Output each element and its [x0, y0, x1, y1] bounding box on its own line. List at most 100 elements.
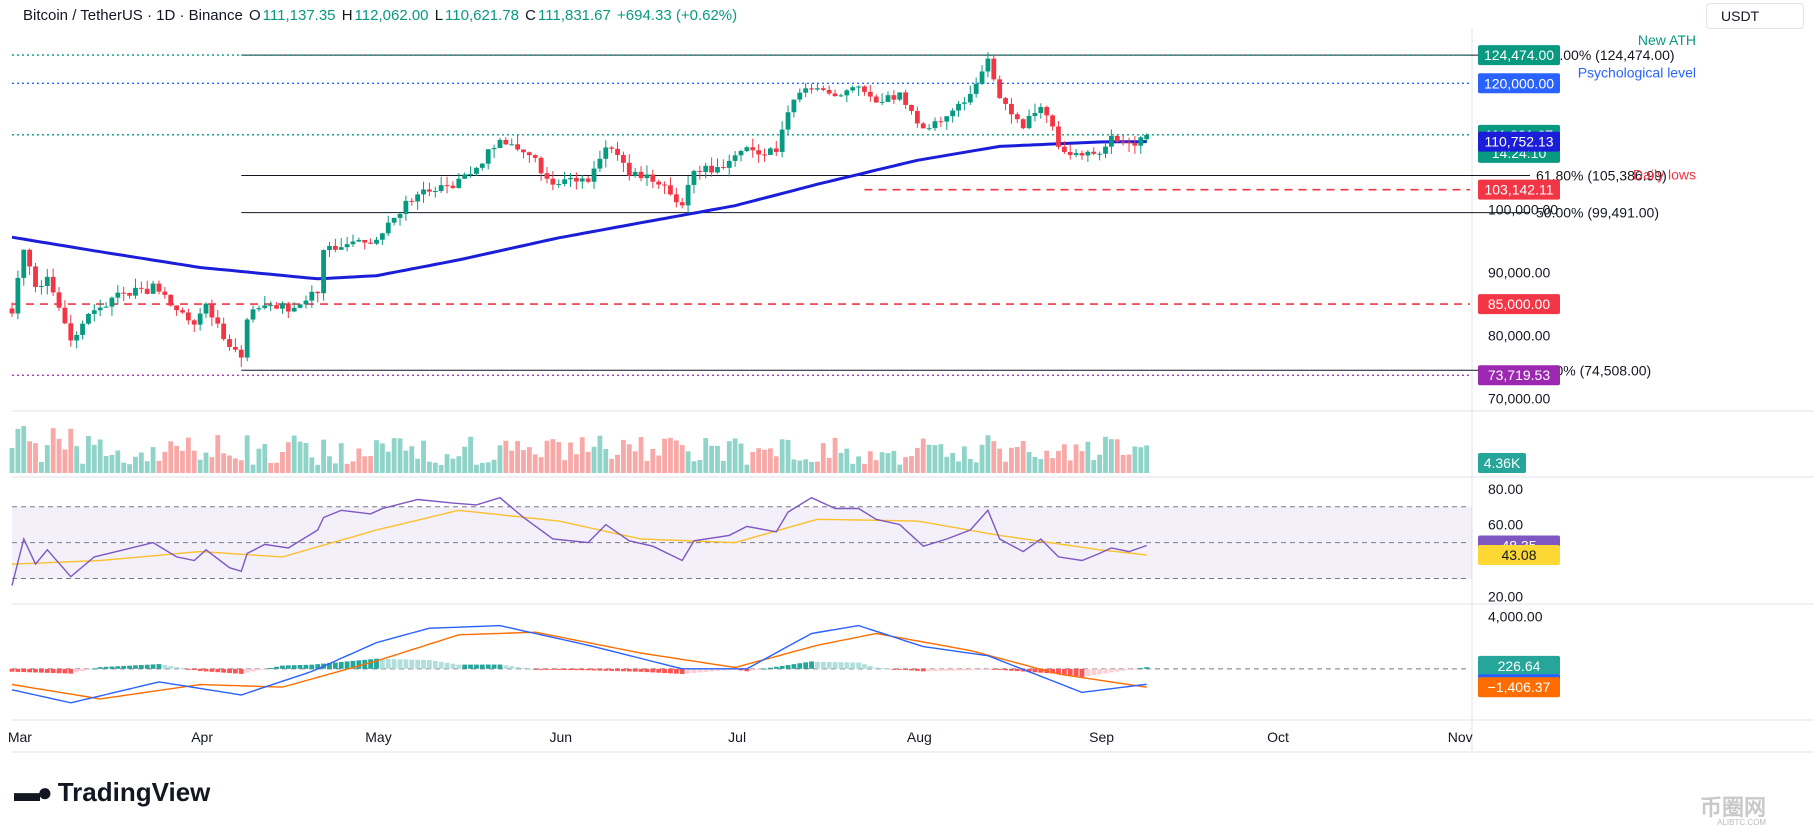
candle-body — [280, 303, 285, 309]
candle-body — [662, 184, 667, 186]
candle-body — [127, 293, 132, 296]
macd-histogram-bar — [456, 664, 462, 669]
candle-body — [503, 139, 509, 145]
candle-body — [97, 307, 103, 311]
candle-body — [1085, 151, 1091, 156]
volume-bar — [438, 464, 444, 473]
candle-body — [309, 291, 315, 301]
volume-bar — [673, 440, 679, 473]
macd-histogram-bar — [509, 666, 515, 669]
ath-label: New ATH — [1638, 32, 1696, 48]
candle-body — [556, 183, 562, 185]
candle-body — [397, 213, 403, 218]
volume-bar — [815, 461, 820, 473]
macd-histogram-bar — [767, 667, 773, 669]
price-tag-bg — [1478, 131, 1560, 152]
macd-tag: 226.64 — [1498, 658, 1541, 674]
volume-bar — [820, 443, 826, 473]
volume-bar — [215, 435, 221, 473]
close-label: C — [525, 7, 537, 24]
volume-bar — [526, 447, 532, 473]
volume-bar — [867, 451, 873, 473]
macd-histogram-bar — [227, 668, 232, 674]
volume-bar — [291, 435, 297, 473]
volume-bar — [274, 462, 279, 473]
candle-body — [291, 307, 297, 312]
macd-histogram-bar — [197, 668, 203, 671]
macd-histogram-bar — [809, 661, 814, 669]
candle-body — [315, 291, 321, 294]
macd-histogram-bar — [950, 668, 956, 671]
volume-bar — [773, 456, 779, 473]
candle-body — [409, 200, 415, 202]
macd-histogram-bar — [109, 666, 115, 669]
candle-body — [162, 291, 168, 295]
price-tag: 85,000.00 — [1488, 296, 1550, 312]
candle-body — [850, 87, 856, 91]
macd-histogram-bar — [668, 668, 673, 674]
candle-body — [238, 349, 244, 358]
candle-body — [785, 112, 791, 130]
volume-bar — [485, 462, 491, 473]
volume-tag-bg — [1478, 453, 1526, 473]
rsi-tag: 43.08 — [1501, 547, 1536, 563]
macd-histogram-bar — [850, 662, 856, 669]
macd-histogram-bar — [597, 668, 603, 671]
macd-histogram-bar — [626, 668, 632, 672]
volume-bar — [444, 454, 450, 473]
candle-body — [15, 277, 21, 314]
volume-bar — [1044, 450, 1050, 473]
price-tag-bg — [1478, 294, 1560, 315]
macd-histogram-bar — [832, 662, 838, 669]
macd-histogram-bar — [1114, 668, 1120, 672]
volume-bar — [791, 459, 797, 473]
time-axis-label: Oct — [1267, 729, 1289, 745]
currency-selector[interactable]: USDT — [1706, 3, 1804, 29]
macd-histogram-bar — [785, 665, 791, 669]
symbol-name[interactable]: Bitcoin / TetherUS · 1D · Binance — [23, 7, 243, 24]
volume-bar — [650, 448, 656, 473]
close-value: 111,831.67 — [538, 7, 611, 24]
price-tag: 103,142.11 — [1484, 182, 1553, 198]
candle-body — [203, 303, 209, 314]
volume-bar — [726, 441, 732, 473]
candle-body — [432, 191, 438, 193]
volume-bar — [227, 455, 232, 473]
rsi-ma-line — [11, 509, 1147, 565]
volume-bar — [597, 435, 603, 473]
volume-bar — [879, 452, 885, 473]
candle-body — [374, 239, 379, 244]
macd-histogram-bar — [438, 661, 444, 669]
macd-histogram-bar — [80, 668, 85, 672]
tradingview-logo[interactable]: ▬● TradingView — [14, 777, 210, 808]
macd-histogram-bar — [250, 668, 256, 672]
macd-histogram-bar — [703, 668, 709, 673]
macd-signal-line — [11, 631, 1147, 700]
volume-bar — [197, 459, 203, 473]
open-label: O — [249, 7, 261, 24]
open-value: 111,137.35 — [262, 7, 336, 24]
macd-histogram-bar — [1103, 668, 1108, 674]
macd-histogram-bar — [873, 667, 879, 669]
price-tag-bg — [1478, 365, 1560, 386]
volume-bar — [221, 453, 227, 473]
macd-histogram-bar — [979, 668, 985, 670]
candle-body — [421, 189, 426, 195]
ema-100-line — [11, 140, 1147, 281]
macd-histogram-bar — [515, 667, 520, 669]
macd-histogram-bar — [291, 665, 297, 669]
macd-histogram-bar — [1132, 668, 1138, 670]
volume-bar — [191, 450, 197, 473]
macd-histogram-bar — [779, 665, 785, 669]
volume-bar — [544, 440, 550, 473]
macd-histogram-bar — [938, 668, 944, 671]
candle-body — [679, 202, 685, 206]
macd-histogram-bar — [691, 668, 697, 673]
macd-histogram-bar — [150, 664, 156, 669]
macd-histogram-bar — [762, 668, 767, 670]
candle-body — [138, 287, 144, 289]
candle-body — [926, 128, 932, 130]
candle-body — [756, 150, 762, 155]
